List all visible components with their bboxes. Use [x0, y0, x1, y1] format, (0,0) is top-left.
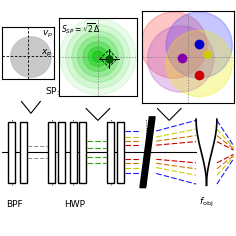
Circle shape: [166, 12, 232, 78]
Text: A: A: [142, 89, 148, 98]
Bar: [48, 122, 55, 183]
Bar: [20, 122, 27, 183]
Text: HWP: HWP: [64, 200, 85, 209]
Bar: [117, 122, 124, 183]
Text: SP$_1$: SP$_1$: [45, 85, 61, 98]
Text: $S_{SP}=\sqrt{2}\Delta$: $S_{SP}=\sqrt{2}\Delta$: [61, 21, 101, 36]
Bar: [107, 122, 114, 183]
Text: $f_\mathrm{obj}$: $f_\mathrm{obj}$: [199, 196, 214, 209]
Circle shape: [93, 51, 103, 62]
Bar: [70, 122, 77, 183]
Polygon shape: [140, 117, 155, 188]
Bar: [58, 122, 65, 183]
Circle shape: [11, 37, 51, 77]
Circle shape: [88, 47, 108, 66]
Bar: [8, 122, 15, 183]
Text: $v_p$: $v_p$: [42, 29, 53, 40]
Circle shape: [141, 12, 207, 78]
Circle shape: [148, 26, 214, 92]
Circle shape: [83, 42, 113, 72]
Circle shape: [72, 31, 124, 82]
Circle shape: [166, 30, 232, 97]
Text: $x_p$: $x_p$: [41, 47, 53, 59]
Circle shape: [78, 36, 118, 77]
Text: SP$_2$: SP$_2$: [104, 85, 120, 98]
Text: BPF: BPF: [6, 200, 22, 209]
Bar: [79, 122, 86, 183]
Circle shape: [66, 25, 130, 88]
Circle shape: [60, 18, 136, 95]
